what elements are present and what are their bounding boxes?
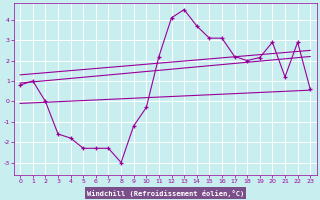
X-axis label: Windchill (Refroidissement éolien,°C): Windchill (Refroidissement éolien,°C) — [87, 190, 244, 197]
